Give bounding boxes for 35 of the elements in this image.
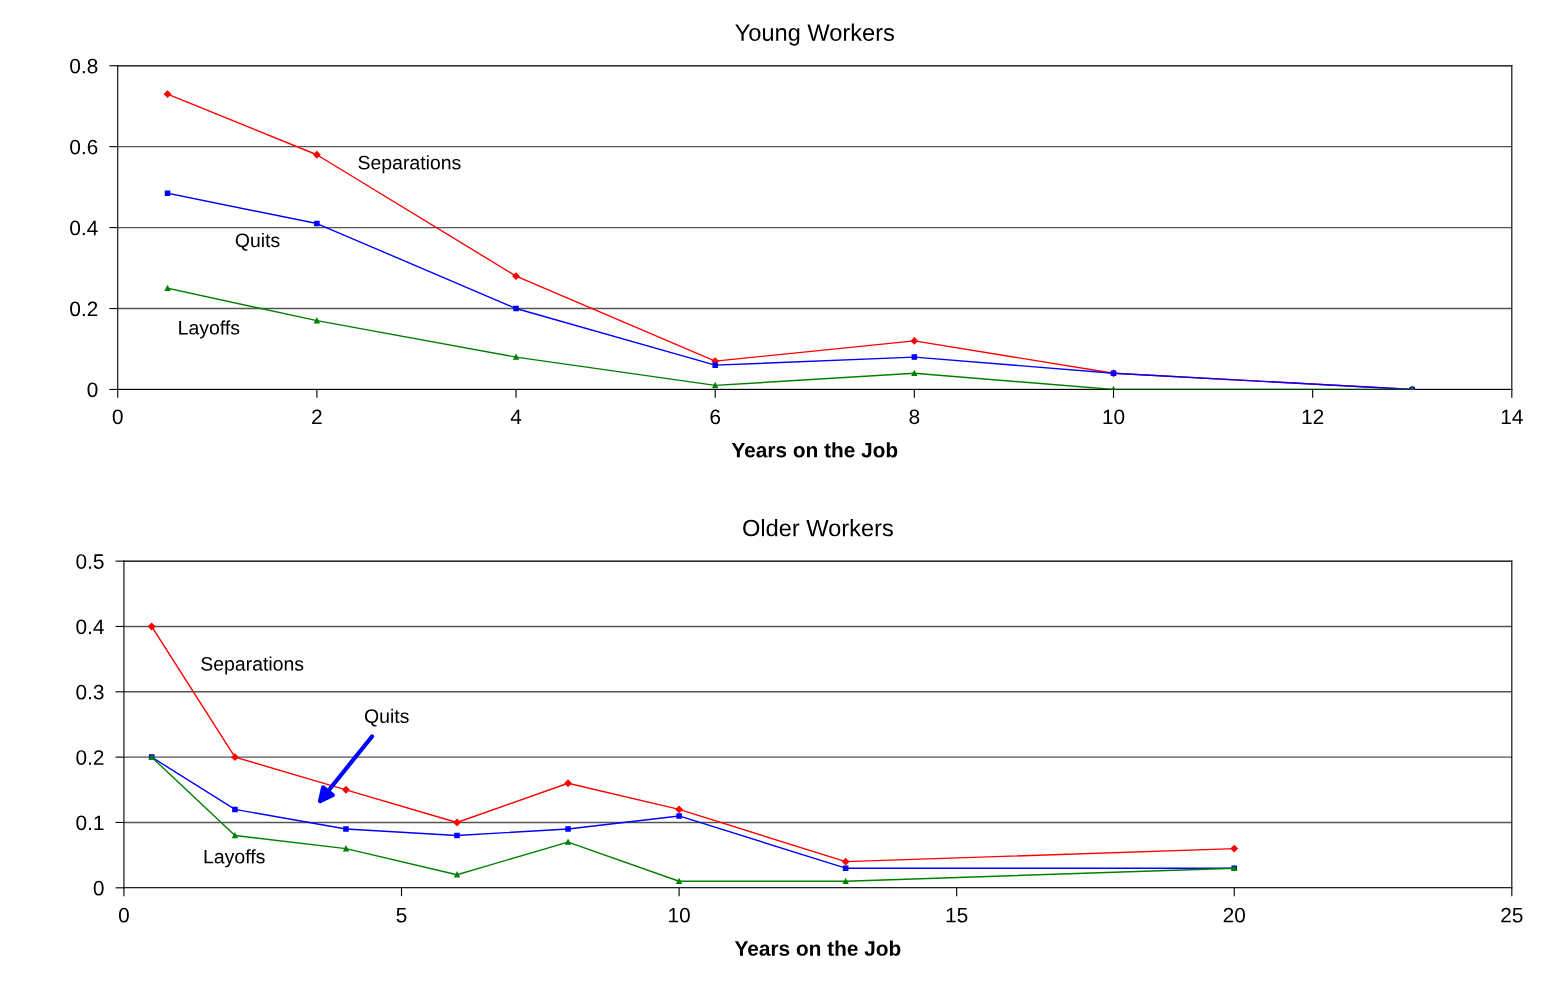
x-tick-label: 2	[312, 409, 322, 424]
y-tick-label: 0.6	[70, 139, 98, 155]
x-tick-label: 12	[1302, 409, 1324, 424]
series-label: Quits	[235, 232, 280, 251]
x-tick-label: 0	[112, 409, 123, 425]
y-tick-label: 0.5	[76, 554, 104, 569]
x-tick-label: 5	[396, 908, 407, 923]
series-label: Separations	[358, 155, 461, 174]
text: Quits	[364, 708, 409, 727]
x-tick-label: 20	[1223, 907, 1246, 923]
x-tick-label: 10	[1103, 409, 1125, 425]
series-label: Layoffs	[204, 849, 265, 868]
x-tick-label: 0	[118, 907, 129, 923]
y-tick-label: 0	[87, 382, 98, 398]
y-tick-label: 0.3	[76, 684, 104, 700]
y-tick-label: 0.2	[76, 750, 104, 765]
x-tick-label: 6	[710, 409, 721, 425]
y-tick-label: 0.1	[76, 815, 104, 831]
y-tick-label: 0.2	[70, 301, 98, 317]
x-tick-label: 15	[946, 908, 968, 923]
chart-title: Older Workers	[743, 519, 893, 537]
x-axis-title: Years on the Job	[734, 940, 901, 956]
x-tick-label: 14	[1501, 409, 1523, 424]
series-label: Separations	[201, 656, 304, 675]
x-axis-title: Years on the Job	[731, 442, 898, 458]
y-tick-label: 0.8	[70, 58, 98, 74]
y-tick-label: 0	[93, 880, 104, 896]
chart-title: Young Workers	[735, 23, 894, 46]
x-tick-label: 8	[909, 409, 920, 425]
series-label: Layoffs	[179, 320, 240, 339]
x-tick-label: 10	[669, 907, 690, 923]
y-tick-label: 0.4	[76, 619, 104, 635]
x-tick-label: 25	[1501, 907, 1523, 923]
y-tick-label: 0.4	[70, 220, 98, 236]
x-tick-label: 4	[510, 409, 522, 424]
